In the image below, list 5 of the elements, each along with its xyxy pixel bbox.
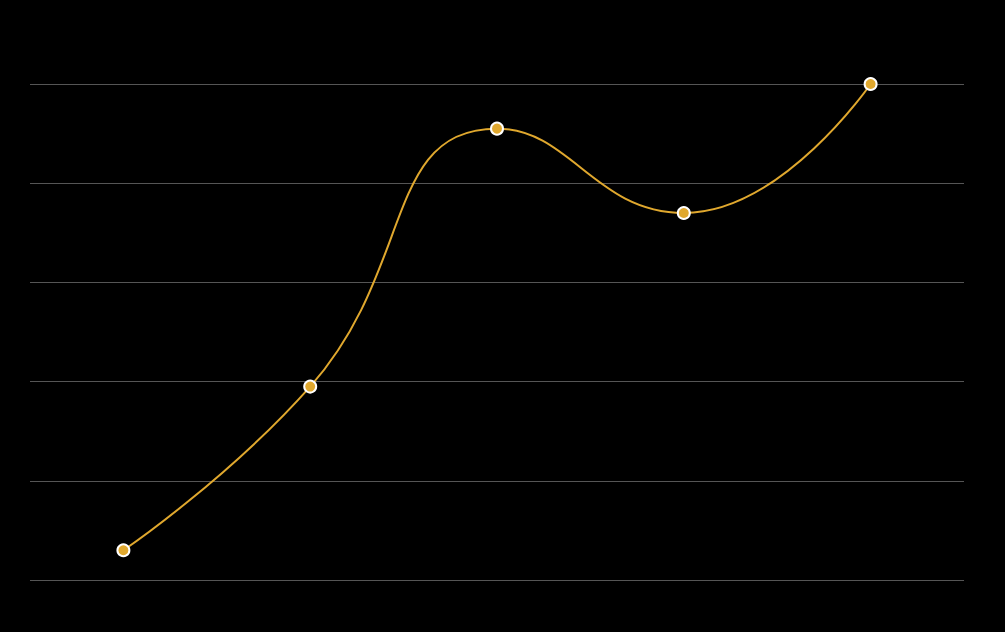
point [116, 543, 131, 558]
point [863, 77, 878, 91]
point [676, 205, 691, 220]
point [303, 379, 318, 394]
point [490, 121, 504, 136]
